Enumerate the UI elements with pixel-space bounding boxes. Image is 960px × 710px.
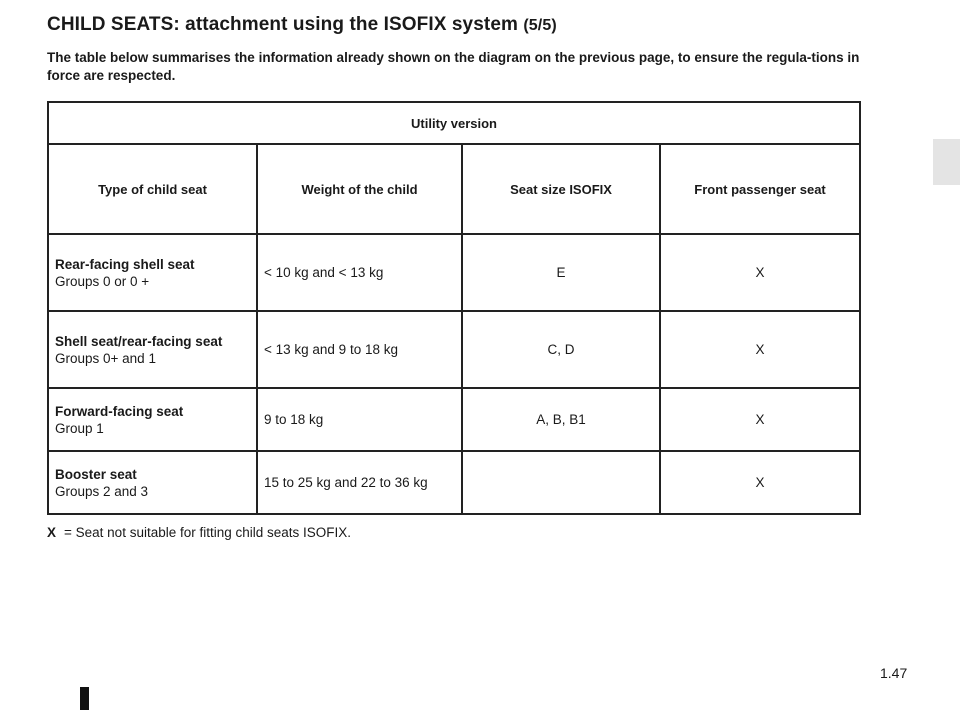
isofix-table: Utility version Type of child seat Weigh… (46, 101, 862, 515)
seat-type-name: Booster seat (55, 466, 137, 482)
seat-type-cell: Shell seat/rear-facing seat Groups 0+ and… (47, 310, 258, 389)
table-header-row: Type of child seat Weight of the child S… (47, 143, 862, 235)
table-row: Booster seat Groups 2 and 3 15 to 25 kg a… (47, 450, 862, 515)
seat-size-cell: E (461, 233, 661, 312)
table-row: Rear-facing shell seat Groups 0 or 0 + < … (47, 233, 862, 312)
front-passenger-cell: X (658, 310, 862, 389)
margin-bar (80, 687, 89, 710)
header-front-passenger-seat: Front passenger seat (658, 143, 862, 235)
weight-cell: 15 to 25 kg and 22 to 36 kg (256, 450, 463, 515)
front-passenger-cell: X (658, 450, 862, 515)
footnote-text: = Seat not suitable for fitting child se… (64, 525, 352, 540)
seat-type-groups: Groups 0 or 0 + (55, 273, 150, 289)
weight-cell: < 13 kg and 9 to 18 kg (256, 310, 463, 389)
seat-type-name: Forward-facing seat (55, 403, 184, 419)
page-title: CHILD SEATS: attachment using the ISOFIX… (47, 14, 557, 36)
utility-version-label: Utility version (46, 101, 862, 145)
footnote: X = Seat not suitable for fitting child s… (47, 525, 351, 540)
header-type-of-child-seat: Type of child seat (47, 143, 258, 235)
seat-type-groups: Groups 0+ and 1 (55, 350, 156, 366)
seat-type-groups: Group 1 (55, 420, 104, 436)
weight-cell: 9 to 18 kg (256, 387, 463, 452)
table-row: Shell seat/rear-facing seat Groups 0+ and… (47, 310, 862, 389)
page-title-part: (5/5) (523, 17, 557, 34)
chapter-tab-marker (933, 139, 960, 185)
table-row: Forward-facing seat Group 1 9 to 18 kg A,… (47, 387, 862, 452)
footnote-symbol: X (47, 525, 57, 540)
seat-type-cell: Forward-facing seat Group 1 (47, 387, 258, 452)
table-version-row: Utility version (46, 101, 862, 145)
seat-type-groups: Groups 2 and 3 (55, 483, 149, 499)
page-title-text: CHILD SEATS: attachment using the ISOFIX… (47, 14, 518, 35)
seat-type-name: Shell seat/rear-facing seat (55, 333, 223, 349)
header-seat-size-isofix: Seat size ISOFIX (461, 143, 661, 235)
intro-paragraph: The table below summarises the informati… (47, 50, 860, 83)
front-passenger-cell: X (658, 233, 862, 312)
seat-size-cell (461, 450, 661, 515)
seat-size-cell: C, D (461, 310, 661, 389)
seat-size-cell: A, B, B1 (461, 387, 661, 452)
seat-type-cell: Booster seat Groups 2 and 3 (47, 450, 258, 515)
front-passenger-cell: X (658, 387, 862, 452)
seat-type-cell: Rear-facing shell seat Groups 0 or 0 + (47, 233, 258, 312)
header-weight-of-child: Weight of the child (256, 143, 463, 235)
weight-cell: < 10 kg and < 13 kg (256, 233, 463, 312)
page-number: 1.47 (880, 665, 908, 681)
seat-type-name: Rear-facing shell seat (55, 256, 195, 272)
